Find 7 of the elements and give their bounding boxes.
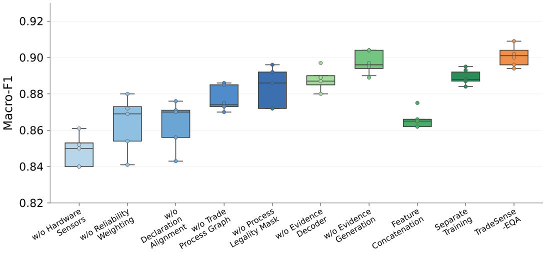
y-tick-label: 0.86 bbox=[20, 126, 43, 134]
y-tick-label: 0.90 bbox=[20, 53, 43, 62]
y-tick-label: 0.92 bbox=[20, 17, 42, 26]
y-axis-title: Macro-F1 bbox=[3, 76, 12, 130]
y-tick-label: 0.84 bbox=[20, 162, 43, 171]
y-tick-label: 0.88 bbox=[20, 90, 43, 98]
y-tick-label: 0.82 bbox=[20, 198, 42, 208]
